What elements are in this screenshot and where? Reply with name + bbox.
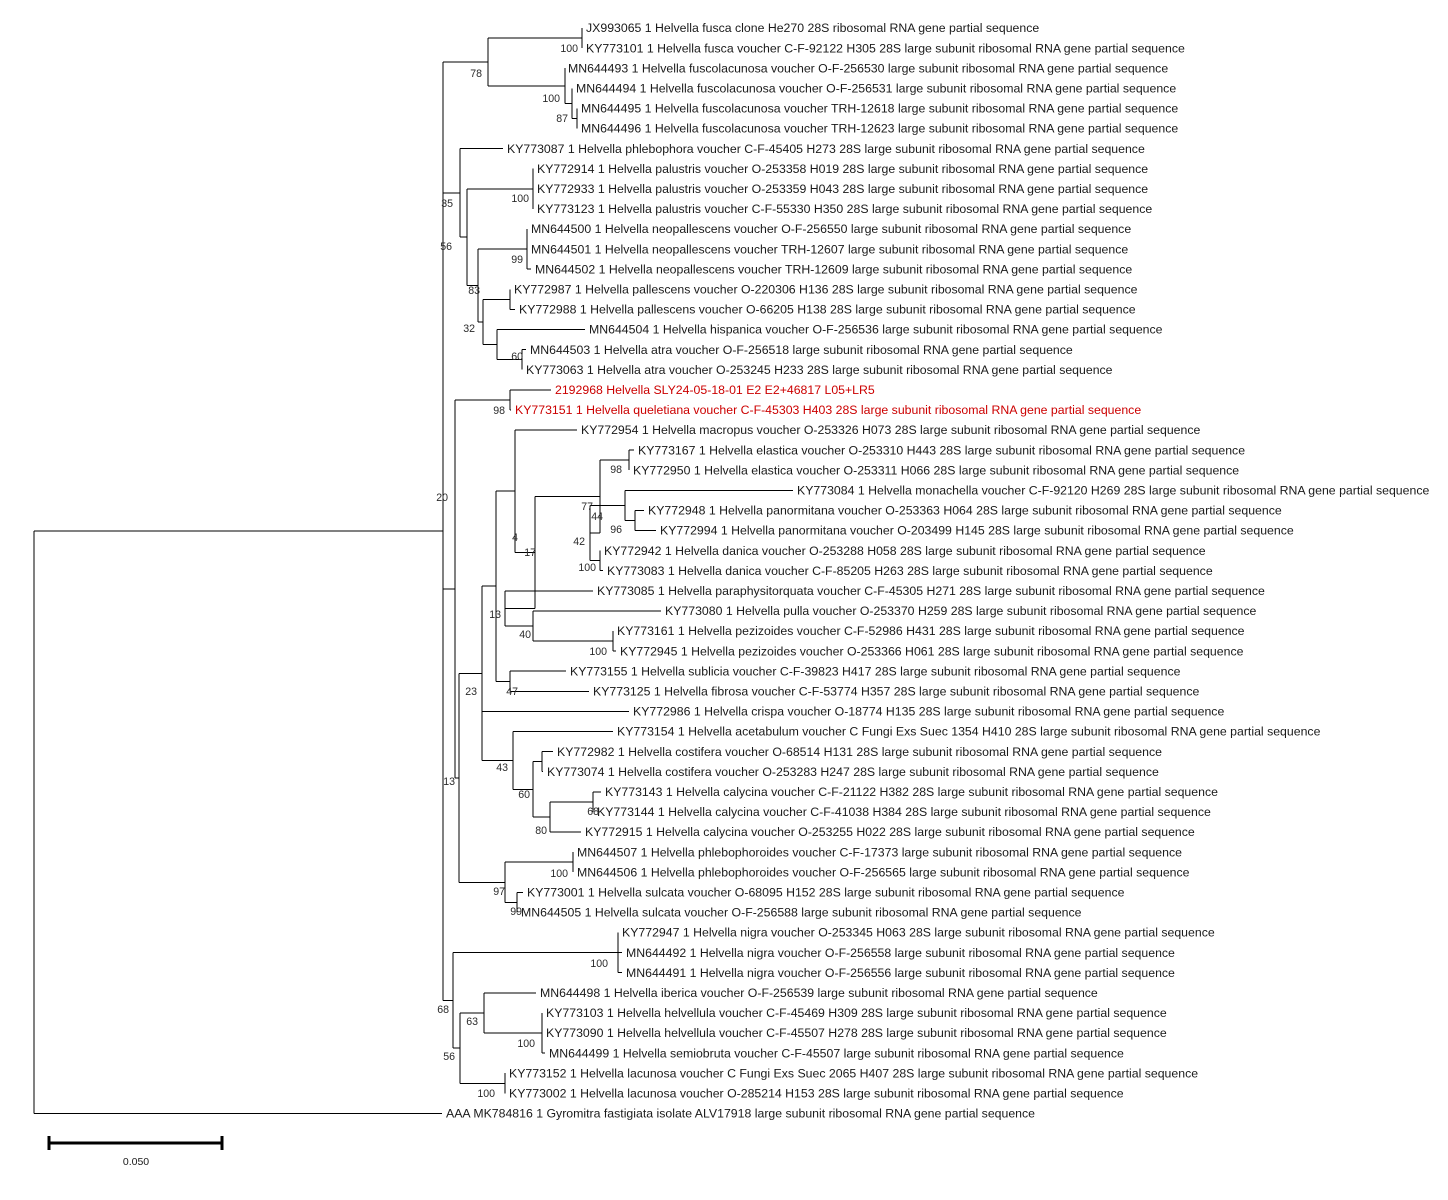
taxon-label: KY773155 1 Helvella sublicia voucher C-F… — [570, 664, 1181, 678]
taxon-label: KY772994 1 Helvella panormitana voucher … — [660, 524, 1294, 538]
support-value: 87 — [556, 113, 568, 125]
support-value: 63 — [466, 1016, 478, 1028]
taxon-label: KY773084 1 Helvella monachella voucher C… — [797, 484, 1429, 498]
taxon-label-highlighted: KY773151 1 Helvella queletiana voucher C… — [515, 403, 1141, 417]
taxon-label: MN644500 1 Helvella neopallescens vouche… — [531, 222, 1131, 236]
support-value: 100 — [560, 43, 578, 55]
support-value: 40 — [519, 629, 531, 641]
taxon-label: KY773080 1 Helvella pulla voucher O-2533… — [665, 604, 1256, 618]
scale-bar-label: 0.050 — [122, 1156, 150, 1168]
taxon-label: MN644493 1 Helvella fuscolacunosa vouche… — [568, 61, 1168, 75]
support-value: 4 — [512, 532, 518, 544]
support-value: 17 — [524, 547, 536, 559]
taxon-label: KY772915 1 Helvella calycina voucher O-2… — [585, 825, 1195, 839]
support-value: 13 — [443, 776, 455, 788]
support-value: 35 — [441, 198, 453, 210]
taxon-label: MN644494 1 Helvella fuscolacunosa vouche… — [576, 82, 1176, 96]
support-value: 96 — [610, 524, 622, 536]
support-value: 78 — [470, 68, 482, 80]
taxon-label: MN644506 1 Helvella phlebophoroides vouc… — [577, 865, 1190, 879]
support-value: 100 — [542, 93, 560, 105]
support-value: 42 — [573, 536, 585, 548]
taxon-label: KY772945 1 Helvella pezizoides voucher O… — [620, 644, 1244, 658]
taxon-label: KY772982 1 Helvella costifera voucher O-… — [557, 745, 1162, 759]
taxon-label: AAA MK784816 1 Gyromitra fastigiata isol… — [446, 1107, 1035, 1121]
support-value: 60 — [518, 789, 530, 801]
support-value: 98 — [493, 405, 505, 417]
taxon-label: KY773087 1 Helvella phlebophora voucher … — [507, 142, 1145, 156]
taxon-label: KY773154 1 Helvella acetabulum voucher C… — [617, 725, 1321, 739]
support-value: 13 — [489, 609, 501, 621]
taxon-label: JX993065 1 Helvella fusca clone He270 28… — [586, 21, 1039, 35]
taxon-label: KY773144 1 Helvella calycina voucher C-F… — [597, 805, 1211, 819]
taxon-label: MN644503 1 Helvella atra voucher O-F-256… — [530, 343, 1073, 357]
support-value: 43 — [496, 762, 508, 774]
taxon-label: KY773083 1 Helvella danica voucher C-F-8… — [607, 564, 1213, 578]
support-value: 47 — [506, 686, 518, 698]
taxon-label: MN644495 1 Helvella fuscolacunosa vouche… — [581, 102, 1178, 116]
support-value: 100 — [477, 1088, 495, 1100]
support-value: 83 — [468, 285, 480, 297]
taxon-label: KY773125 1 Helvella fibrosa voucher C-F-… — [593, 685, 1199, 699]
support-value: 100 — [517, 1038, 535, 1050]
taxon-label: MN644502 1 Helvella neopallescens vouche… — [535, 262, 1132, 276]
support-value: 68 — [437, 1004, 449, 1016]
taxon-label: KY773103 1 Helvella helvellula voucher C… — [546, 1006, 1167, 1020]
support-value: 68 — [587, 806, 599, 818]
taxon-label: KY772954 1 Helvella macropus voucher O-2… — [581, 423, 1200, 437]
taxon-label: KY772947 1 Helvella nigra voucher O-2533… — [622, 926, 1215, 940]
support-value: 60 — [511, 351, 523, 363]
support-value: 100 — [550, 868, 568, 880]
taxon-label: KY773063 1 Helvella atra voucher O-25324… — [526, 363, 1113, 377]
support-value: 100 — [589, 646, 607, 658]
taxon-label: MN644507 1 Helvella phlebophoroides vouc… — [577, 845, 1182, 859]
taxon-label: KY773167 1 Helvella elastica voucher O-2… — [638, 443, 1245, 457]
taxon-label: KY772914 1 Helvella palustris voucher O-… — [537, 162, 1148, 176]
taxon-label: KY772942 1 Helvella danica voucher O-253… — [604, 544, 1206, 558]
support-value: 100 — [590, 958, 608, 970]
support-value: 100 — [511, 193, 529, 205]
support-value: 56 — [440, 241, 452, 253]
taxon-label: KY772987 1 Helvella pallescens voucher O… — [514, 283, 1138, 297]
taxon-label: MN644496 1 Helvella fuscolacunosa vouche… — [581, 122, 1178, 136]
support-value: 97 — [493, 886, 505, 898]
taxon-label: MN644504 1 Helvella hispanica voucher O-… — [589, 323, 1163, 337]
taxon-label: KY772986 1 Helvella crispa voucher O-187… — [633, 705, 1224, 719]
taxon-label: KY772988 1 Helvella pallescens voucher O… — [519, 303, 1136, 317]
taxon-label: MN644498 1 Helvella iberica voucher O-F-… — [540, 986, 1098, 1000]
support-value: 99 — [510, 906, 522, 918]
taxon-label: KY773090 1 Helvella helvellula voucher C… — [546, 1026, 1167, 1040]
taxon-label: MN644492 1 Helvella nigra voucher O-F-25… — [626, 946, 1175, 960]
support-value: 77 — [581, 501, 593, 513]
taxon-label: KY772950 1 Helvella elastica voucher O-2… — [633, 463, 1239, 477]
taxon-label: KY773123 1 Helvella palustris voucher C-… — [537, 202, 1152, 216]
support-value: 44 — [591, 511, 603, 523]
taxon-label: KY773085 1 Helvella paraphysitorquata vo… — [597, 584, 1265, 598]
support-value: 80 — [535, 825, 547, 837]
taxon-label: KY773101 1 Helvella fusca voucher C-F-92… — [586, 41, 1185, 55]
taxon-label: KY773002 1 Helvella lacunosa voucher O-2… — [509, 1087, 1124, 1101]
support-value: 23 — [465, 686, 477, 698]
taxon-label: KY772933 1 Helvella palustris voucher O-… — [537, 182, 1148, 196]
taxon-label: KY773001 1 Helvella sulcata voucher O-68… — [527, 886, 1125, 900]
taxon-label-highlighted: 2192968 Helvella SLY24-05-18-01 E2 E2+46… — [555, 383, 875, 397]
taxon-label: KY773152 1 Helvella lacunosa voucher C F… — [509, 1066, 1198, 1080]
taxon-label: MN644499 1 Helvella semiobruta voucher C… — [549, 1046, 1124, 1060]
taxon-label: MN644505 1 Helvella sulcata voucher O-F-… — [521, 906, 1082, 920]
support-value: 32 — [463, 323, 475, 335]
support-value: 99 — [511, 254, 523, 266]
taxon-label: KY773161 1 Helvella pezizoides voucher C… — [617, 624, 1245, 638]
support-value: 98 — [610, 464, 622, 476]
taxon-label: KY773143 1 Helvella calycina voucher C-F… — [605, 785, 1218, 799]
support-value: 56 — [443, 1051, 455, 1063]
taxon-label: KY773074 1 Helvella costifera voucher O-… — [547, 765, 1159, 779]
support-value: 100 — [578, 562, 596, 574]
taxon-label: MN644491 1 Helvella nigra voucher O-F-25… — [626, 966, 1175, 980]
taxon-label: MN644501 1 Helvella neopallescens vouche… — [531, 242, 1128, 256]
taxon-label: KY772948 1 Helvella panormitana voucher … — [648, 504, 1282, 518]
support-value: 20 — [436, 492, 448, 504]
